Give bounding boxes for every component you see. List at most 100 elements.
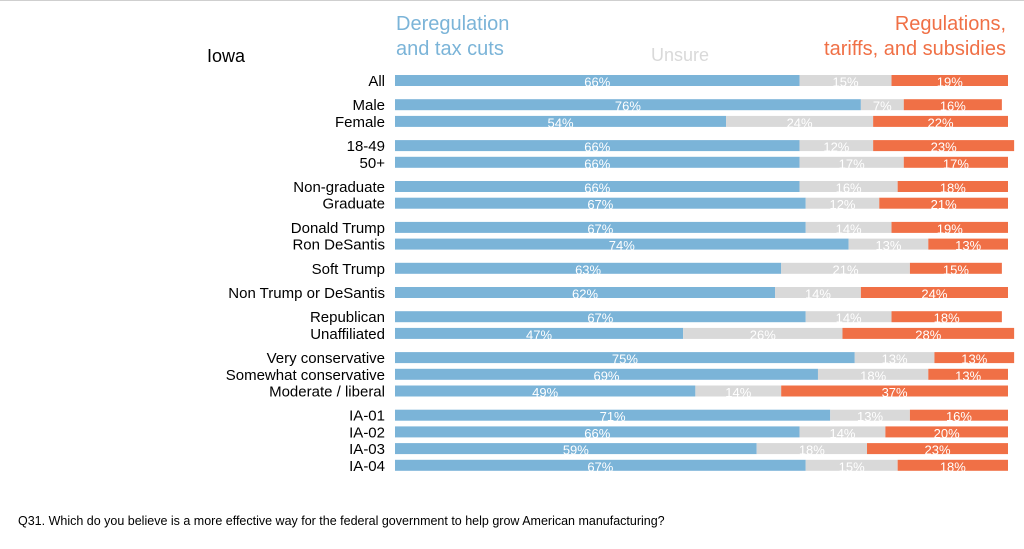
bar-female-regulations-tariffs-and-subsidies	[873, 115, 1008, 127]
data-label-very-conservative-deregulation-and-tax-cuts: 75%	[612, 352, 638, 367]
bar-non-graduate-regulations-tariffs-and-subsidies	[897, 181, 1008, 192]
data-label-male-regulations-tariffs-and-subsidies: 16%	[940, 99, 966, 114]
data-label-non-graduate-unsure: 16%	[836, 181, 862, 196]
legend-regulations-line1: Regulations,	[894, 13, 1006, 35]
category-label-female: Female	[335, 114, 385, 131]
bar-unaffiliated-regulations-tariffs-and-subsidies	[842, 327, 1015, 339]
data-label-50-unsure: 17%	[839, 156, 865, 171]
bar-ia-01-deregulation-and-tax-cuts	[395, 409, 831, 421]
data-label-very-conservative-unsure: 13%	[882, 352, 908, 367]
legend-unsure-line1: Unsure	[651, 45, 710, 65]
bar-18-49-unsure	[799, 140, 874, 152]
bar-very-conservative-regulations-tariffs-and-subsidies	[934, 352, 1015, 364]
data-label-ia-02-deregulation-and-tax-cuts: 66%	[584, 426, 610, 441]
category-label-ia-03: IA-03	[349, 441, 385, 458]
data-label-very-conservative-regulations-tariffs-and-subsidies: 13%	[961, 352, 987, 367]
category-label-all: All	[368, 73, 385, 90]
bar-ia-01-unsure	[830, 409, 910, 421]
data-label-moderate-liberal-unsure: 14%	[725, 385, 751, 400]
category-label-ia-02: IA-02	[349, 424, 385, 441]
data-label-ia-03-regulations-tariffs-and-subsidies: 23%	[924, 443, 950, 458]
bar-non-graduate-unsure	[799, 181, 898, 192]
data-label-soft-trump-unsure: 21%	[833, 262, 859, 277]
bar-ia-03-regulations-tariffs-and-subsidies	[867, 443, 1008, 455]
category-label-18-49: 18-49	[347, 138, 385, 155]
bar-donald-trump-deregulation-and-tax-cuts	[395, 221, 806, 233]
data-label-18-49-unsure: 12%	[823, 140, 849, 155]
data-label-ron-desantis-deregulation-and-tax-cuts: 74%	[609, 238, 635, 253]
category-label-very-conservative: Very conservative	[267, 350, 385, 367]
bar-ia-03-unsure	[756, 443, 868, 455]
bar-non-trump-or-desantis-regulations-tariffs-and-subsidies	[860, 287, 1008, 298]
data-label-female-unsure: 24%	[787, 115, 813, 130]
data-label-donald-trump-unsure: 14%	[836, 221, 862, 236]
bar-ia-04-unsure	[805, 459, 898, 471]
category-label-ia-04: IA-04	[349, 458, 385, 475]
bar-moderate-liberal-unsure	[695, 385, 782, 397]
data-label-ia-01-deregulation-and-tax-cuts: 71%	[600, 409, 626, 424]
category-label-ia-01: IA-01	[349, 408, 385, 425]
legend-deregulation: Deregulation and tax cuts	[396, 12, 509, 62]
data-label-graduate-deregulation-and-tax-cuts: 67%	[587, 197, 613, 212]
bar-ron-desantis-unsure	[848, 238, 929, 250]
category-label-non-graduate: Non-graduate	[293, 179, 385, 196]
bar-ia-02-regulations-tariffs-and-subsidies	[885, 426, 1008, 438]
data-label-non-graduate-regulations-tariffs-and-subsidies: 18%	[940, 181, 966, 196]
bar-graduate-regulations-tariffs-and-subsidies	[879, 197, 1008, 209]
data-label-republican-deregulation-and-tax-cuts: 67%	[587, 311, 613, 326]
bar-somewhat-conservative-deregulation-and-tax-cuts	[395, 368, 818, 380]
bar-male-deregulation-and-tax-cuts	[395, 99, 861, 111]
bar-all-regulations-tariffs-and-subsidies	[891, 75, 1008, 86]
data-label-unaffiliated-deregulation-and-tax-cuts: 47%	[526, 327, 552, 342]
data-label-ron-desantis-regulations-tariffs-and-subsidies: 13%	[955, 238, 981, 253]
data-label-50-deregulation-and-tax-cuts: 66%	[584, 156, 610, 171]
data-label-donald-trump-deregulation-and-tax-cuts: 67%	[587, 221, 613, 236]
data-label-ron-desantis-unsure: 13%	[875, 238, 901, 253]
category-label-male: Male	[352, 97, 385, 114]
data-label-soft-trump-regulations-tariffs-and-subsidies: 15%	[943, 262, 969, 277]
legend-regulations: Regulations, tariffs, and subsidies	[824, 12, 1006, 62]
data-label-soft-trump-deregulation-and-tax-cuts: 63%	[575, 262, 601, 277]
bar-ron-desantis-regulations-tariffs-and-subsidies	[928, 238, 1008, 250]
bar-18-49-deregulation-and-tax-cuts	[395, 140, 800, 152]
bar-non-graduate-deregulation-and-tax-cuts	[395, 181, 800, 192]
bar-moderate-liberal-regulations-tariffs-and-subsidies	[781, 385, 1008, 397]
category-label-ron-desantis: Ron DeSantis	[292, 237, 385, 254]
data-label-moderate-liberal-regulations-tariffs-and-subsidies: 37%	[882, 385, 908, 400]
data-label-ia-04-deregulation-and-tax-cuts: 67%	[587, 459, 613, 474]
legend-regulations-line2: tariffs, and subsidies	[824, 38, 1006, 60]
bar-very-conservative-deregulation-and-tax-cuts	[395, 352, 855, 364]
data-label-non-trump-or-desantis-regulations-tariffs-and-subsidies: 24%	[921, 287, 947, 302]
data-label-donald-trump-regulations-tariffs-and-subsidies: 19%	[937, 221, 963, 236]
bar-soft-trump-regulations-tariffs-and-subsidies	[909, 262, 1002, 274]
bar-moderate-liberal-deregulation-and-tax-cuts	[395, 385, 696, 397]
category-label-50: 50+	[360, 155, 386, 172]
bar-somewhat-conservative-regulations-tariffs-and-subsidies	[928, 368, 1008, 380]
category-label-moderate-liberal: Moderate / liberal	[269, 384, 385, 401]
bar-somewhat-conservative-unsure	[817, 368, 929, 380]
data-label-male-unsure: 7%	[873, 99, 892, 114]
legend-deregulation-line2: and tax cuts	[396, 38, 504, 60]
data-label-all-regulations-tariffs-and-subsidies: 19%	[937, 75, 963, 90]
data-label-somewhat-conservative-deregulation-and-tax-cuts: 69%	[593, 368, 619, 383]
data-label-non-graduate-deregulation-and-tax-cuts: 66%	[584, 181, 610, 196]
data-label-all-unsure: 15%	[833, 75, 859, 90]
bar-republican-unsure	[805, 311, 892, 323]
bar-republican-deregulation-and-tax-cuts	[395, 311, 806, 323]
bar-ia-01-regulations-tariffs-and-subsidies	[909, 409, 1008, 421]
data-label-ia-01-unsure: 13%	[857, 409, 883, 424]
category-label-non-trump-or-desantis: Non Trump or DeSantis	[228, 285, 385, 302]
bar-male-unsure	[860, 99, 904, 111]
bar-50-unsure	[799, 156, 904, 168]
data-label-graduate-regulations-tariffs-and-subsidies: 21%	[931, 197, 957, 212]
data-label-female-regulations-tariffs-and-subsidies: 22%	[928, 115, 954, 130]
data-label-republican-unsure: 14%	[836, 311, 862, 326]
data-label-ia-04-unsure: 15%	[839, 459, 865, 474]
data-label-non-trump-or-desantis-unsure: 14%	[805, 287, 831, 302]
data-label-republican-regulations-tariffs-and-subsidies: 18%	[934, 311, 960, 326]
bar-unaffiliated-deregulation-and-tax-cuts	[395, 327, 684, 339]
bar-50-regulations-tariffs-and-subsidies	[903, 156, 1008, 168]
bar-donald-trump-regulations-tariffs-and-subsidies	[891, 221, 1008, 233]
data-label-ia-04-regulations-tariffs-and-subsidies: 18%	[940, 459, 966, 474]
category-label-graduate: Graduate	[322, 196, 385, 213]
